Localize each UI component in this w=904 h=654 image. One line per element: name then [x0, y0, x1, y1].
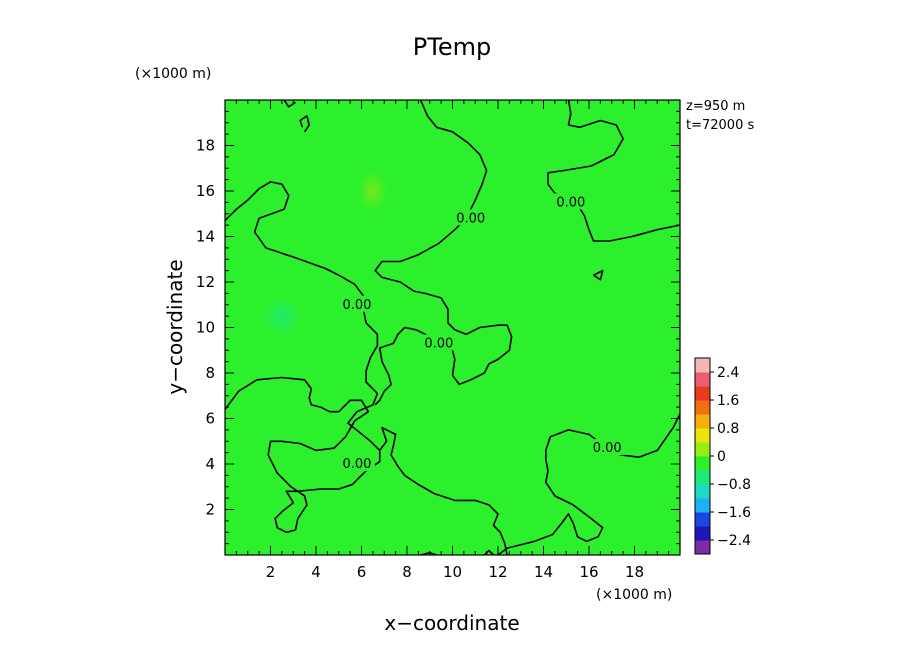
info-time: t=72000 s	[686, 118, 754, 133]
y-tick-label-5: 12	[196, 273, 215, 291]
contour-label-bg-1	[552, 193, 589, 210]
contour-label-5: 0.00	[593, 441, 622, 456]
colorbar: 2.4 1.6 0.8 0 −0.8 −1.6 −2.4	[694, 357, 751, 555]
contour-labels: 0.00 0.00 0.00 0.00 0.00 0.00	[338, 193, 626, 472]
contour-label-1: 0.00	[556, 195, 585, 210]
y-axis-title: y−coordinate	[163, 259, 187, 394]
contour-line-1	[374, 100, 513, 406]
x-tick-label-8: 18	[625, 563, 644, 581]
colorbar-band-13	[695, 358, 710, 373]
x-tick-label-5: 12	[488, 563, 507, 581]
chart-title: PTemp	[413, 33, 491, 61]
y-tick-label-4: 10	[196, 319, 215, 337]
colorbar-band-1	[695, 526, 710, 541]
x-tick-label-7: 16	[579, 563, 598, 581]
colorbar-label-1: 1.6	[717, 393, 739, 409]
colorbar-band-12	[695, 372, 710, 387]
field-anomalies	[261, 170, 388, 337]
contour-label-2: 0.00	[342, 298, 371, 313]
colorbar-label-4: −0.8	[717, 477, 751, 493]
contour-label-bg-3	[420, 334, 457, 351]
contour-label-bg-0	[452, 209, 489, 226]
contour-line-3	[547, 100, 680, 242]
contour-label-bg-2	[338, 295, 375, 312]
y-tick-label-2: 6	[205, 410, 215, 428]
y-tick-label-7: 16	[196, 182, 215, 200]
y-tick-label-3: 8	[205, 364, 215, 382]
contour-line-2	[379, 426, 508, 555]
info-height: z=950 m	[686, 99, 745, 114]
y-tick-label-1: 4	[205, 455, 215, 473]
x-axis-unit: (×1000 m)	[596, 587, 672, 603]
colorbar-band-5	[695, 470, 710, 485]
anomaly-0	[261, 295, 303, 337]
colorbar-band-3	[695, 498, 710, 513]
colorbar-band-9	[695, 414, 710, 429]
colorbar-band-7	[695, 442, 710, 457]
x-tick-label-6: 14	[534, 563, 553, 581]
y-tick-label-0: 2	[205, 501, 215, 519]
x-tick-label-0: 2	[266, 563, 276, 581]
contour-line-7	[593, 269, 604, 281]
plot-area	[225, 100, 680, 555]
contour-label-3: 0.00	[424, 336, 453, 351]
colorbar-label-3: 0	[717, 449, 726, 465]
y-axis-unit: (×1000 m)	[135, 66, 211, 82]
x-tick-label-2: 6	[357, 563, 367, 581]
x-tick-label-3: 8	[402, 563, 412, 581]
x-axis-title: x−coordinate	[384, 611, 519, 635]
colorbar-label-5: −1.6	[717, 505, 751, 521]
colorbar-band-2	[695, 512, 710, 527]
colorbar-label-0: 2.4	[717, 365, 739, 381]
x-tick-label-4: 10	[443, 563, 462, 581]
colorbar-band-10	[695, 400, 710, 415]
colorbar-band-11	[695, 386, 710, 401]
contour-label-bg-4	[338, 455, 375, 471]
contour-label-4: 0.00	[342, 457, 371, 472]
contour-line-9	[483, 549, 495, 555]
colorbar-band-4	[695, 484, 710, 499]
colorbar-label-2: 0.8	[717, 421, 739, 437]
x-tick-labels: 2 4 6 8 10 12 14 16 18	[266, 563, 644, 581]
colorbar-label-6: −2.4	[717, 533, 751, 549]
y-tick-labels: 2 4 6 8 10 12 14 16 18	[196, 137, 215, 519]
y-tick-label-8: 18	[196, 137, 215, 155]
colorbar-band-0	[695, 540, 710, 555]
contour-line-0	[225, 181, 381, 534]
contour-label-bg-5	[589, 439, 626, 456]
contour-label-0: 0.00	[456, 211, 485, 226]
y-tick-label-6: 14	[196, 228, 215, 246]
colorbar-band-8	[695, 428, 710, 443]
contour-line-6	[299, 115, 310, 133]
axis-ticks	[225, 100, 680, 555]
x-tick-label-1: 4	[311, 563, 321, 581]
colorbar-band-6	[695, 456, 710, 471]
anomaly-1	[358, 170, 388, 212]
